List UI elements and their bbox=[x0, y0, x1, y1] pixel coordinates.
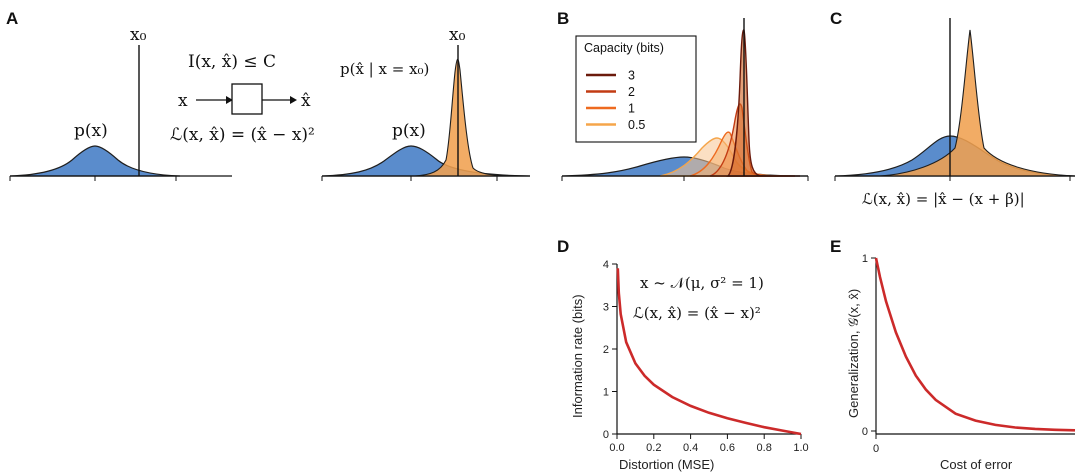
channel-input: x bbox=[178, 91, 188, 111]
e-ytick-label-1: 1 bbox=[862, 253, 868, 265]
x0-label-a: x₀ bbox=[130, 25, 147, 45]
d-xlabel: Distortion (MSE) bbox=[619, 457, 714, 472]
prior-density-a2 bbox=[321, 145, 531, 177]
px-label-a2: p(x) bbox=[392, 121, 426, 141]
loss-c: ℒ(x, x̂) = |x̂ − (x + β)| bbox=[862, 190, 1025, 208]
d-xtick-label-0: 0.0 bbox=[609, 442, 624, 454]
panel-b-plot: Capacity (bits) 3 2 1 0.5 bbox=[561, 18, 809, 181]
loss-a: ℒ(x, x̂) = (x̂ − x)² bbox=[170, 125, 315, 145]
legend-title: Capacity (bits) bbox=[584, 41, 664, 55]
d-annotation-distribution: x ~ 𝒩(μ, σ² = 1) bbox=[640, 274, 764, 292]
channel-box bbox=[231, 83, 263, 115]
posterior-density-c bbox=[879, 29, 1076, 177]
posterior-label: p(x̂ | x = x₀) bbox=[340, 60, 429, 78]
x0-label-a2: x₀ bbox=[449, 25, 466, 45]
rate-distortion-curve bbox=[616, 268, 802, 436]
d-ytick-label-1: 1 bbox=[603, 387, 609, 399]
panel-label-a: A bbox=[6, 9, 18, 28]
panel-c-plot: ℒ(x, x̂) = |x̂ − (x + β)| bbox=[834, 18, 1076, 208]
legend-label-2: 1 bbox=[628, 102, 635, 116]
d-ytick-label-0: 0 bbox=[603, 429, 609, 441]
panel-label-d: D bbox=[557, 237, 569, 256]
legend-label-1: 2 bbox=[628, 85, 635, 99]
arrow-out-head bbox=[290, 96, 297, 104]
posterior-cap-3 bbox=[726, 29, 800, 177]
generalization-curve bbox=[874, 257, 1076, 432]
prior-density-a bbox=[9, 145, 181, 177]
panel-label-c: C bbox=[830, 9, 842, 28]
d-ytick-label-4: 4 bbox=[603, 259, 609, 271]
px-label-a: p(x) bbox=[74, 121, 108, 141]
panel-a-right-plot: x₀ p(x̂ | x = x₀) p(x) bbox=[321, 25, 531, 181]
d-xtick-label-2: 0.4 bbox=[683, 442, 698, 454]
panel-label-e: E bbox=[830, 237, 841, 256]
d-ylabel: Information rate (bits) bbox=[570, 294, 585, 418]
d-ytick-label-3: 3 bbox=[603, 302, 609, 314]
d-ytick-label-2: 2 bbox=[603, 344, 609, 356]
e-ytick-label-0: 0 bbox=[862, 426, 868, 438]
e-xlabel: Cost of error bbox=[940, 457, 1013, 472]
d-xtick-label-1: 0.2 bbox=[646, 442, 661, 454]
e-ylabel: Generalization, 𝒢(x, x̂) bbox=[846, 289, 861, 418]
arrow-in-head bbox=[226, 96, 233, 104]
panel-a-left-plot: p(x) x₀ bbox=[9, 25, 232, 181]
panel-label-b: B bbox=[557, 9, 569, 28]
legend-label-3: 0.5 bbox=[628, 118, 645, 132]
channel-output: x̂ bbox=[301, 91, 311, 111]
legend-b: Capacity (bits) 3 2 1 0.5 bbox=[575, 35, 697, 143]
legend-label-0: 3 bbox=[628, 69, 635, 83]
d-xtick-label-4: 0.8 bbox=[757, 442, 772, 454]
capacity-constraint: I(x, x̂) ≤ C bbox=[188, 52, 276, 72]
channel-diagram: I(x, x̂) ≤ C x x̂ ℒ(x, x̂) = (x̂ − x)² bbox=[170, 52, 315, 145]
panel-d-plot: 0.0 0.2 0.4 0.6 0.8 1.0 0 1 2 3 4 x ~ 𝒩(μ, σ² = 1)… bbox=[570, 259, 809, 472]
d-annotation-loss: ℒ(x, x̂) = (x̂ − x)² bbox=[633, 304, 761, 322]
d-xtick-label-5: 1.0 bbox=[793, 442, 808, 454]
d-xtick-label-3: 0.6 bbox=[720, 442, 735, 454]
panel-e-plot: 0 1 0 Cost of error Generalization, 𝒢(x, x… bbox=[846, 253, 1076, 472]
e-xtick-label-0: 0 bbox=[873, 443, 879, 455]
